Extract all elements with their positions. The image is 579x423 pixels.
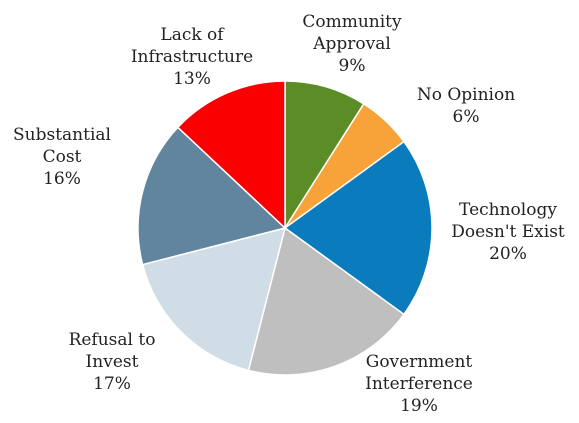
slice-label-community-approval: Community Approval 9%	[302, 12, 402, 76]
pie-slice-government-interference	[247, 226, 405, 376]
slice-label-government-interference: Government Interference 19%	[365, 352, 473, 416]
slice-label-refusal-to-invest: Refusal to Invest 17%	[69, 330, 156, 394]
slice-label-substantial-cost: Substantial Cost 16%	[13, 125, 111, 189]
pie-slice-technology-doesn-t-exist	[283, 140, 433, 316]
pie-slice-refusal-to-invest	[141, 226, 287, 372]
slice-label-technology-doesn-t-exist: Technology Doesn't Exist 20%	[451, 200, 565, 264]
slices-layer	[137, 80, 433, 376]
labels-layer: Community Approval 9% No Opinion 6% Technolog…	[13, 12, 565, 416]
pie-slice-lack-of-infrastructure	[176, 80, 286, 230]
pie-slice-community-approval	[284, 80, 365, 231]
slice-label-no-opinion: No Opinion 6%	[417, 85, 515, 127]
slice-label-lack-of-infrastructure: Lack of Infrastructure 13%	[131, 25, 253, 89]
pie-slice-substantial-cost	[137, 126, 287, 266]
